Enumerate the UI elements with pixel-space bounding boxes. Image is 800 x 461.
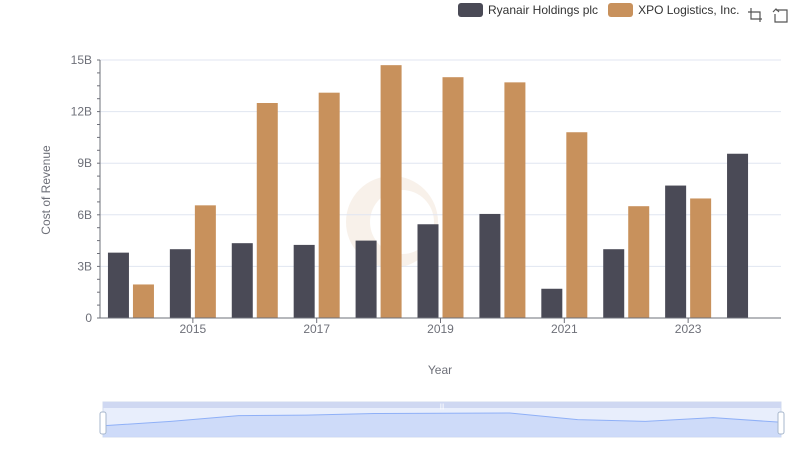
bar-xpo-2019[interactable]: [442, 77, 464, 318]
y-tick-label: 9B: [77, 156, 92, 170]
x-tick-label: 2017: [303, 322, 330, 336]
y-axis-title: Cost of Revenue: [39, 145, 53, 235]
bar-xpo-2016[interactable]: [256, 103, 278, 318]
bar-xpo-2017[interactable]: [318, 92, 340, 319]
bar-xpo-2021[interactable]: [566, 132, 588, 318]
bar-ryanair-2023[interactable]: [665, 185, 687, 318]
legend-label-xpo: XPO Logistics, Inc.: [638, 3, 740, 17]
bar-ryanair-2020[interactable]: [479, 213, 501, 318]
zoom-icon[interactable]: [746, 6, 764, 24]
x-tick-label: 2023: [675, 322, 702, 336]
bar-ryanair-2022[interactable]: [603, 249, 625, 318]
bar-ryanair-2016[interactable]: [231, 243, 253, 318]
legend-label-ryanair: Ryanair Holdings plc: [488, 3, 599, 17]
bar-xpo-2014[interactable]: [132, 284, 154, 318]
data-zoom-handle-right[interactable]: [777, 411, 785, 435]
x-tick-label: 2015: [180, 322, 207, 336]
y-tick-label: 15B: [71, 53, 92, 67]
bar-xpo-2015[interactable]: [194, 205, 216, 318]
y-tick-label: 12B: [71, 105, 92, 119]
legend: Ryanair Holdings plc XPO Logistics, Inc.: [458, 3, 749, 17]
bars: [107, 65, 749, 319]
bar-ryanair-2021[interactable]: [541, 288, 563, 318]
legend-swatch-xpo: [608, 3, 634, 17]
bar-xpo-2020[interactable]: [504, 82, 526, 318]
data-zoom-slider[interactable]: |||: [99, 401, 785, 438]
bar-xpo-2023[interactable]: [690, 198, 712, 318]
data-zoom-line: [102, 412, 782, 427]
data-zoom-handle-left[interactable]: [99, 411, 107, 435]
bar-xpo-2018[interactable]: [380, 65, 402, 318]
bar-ryanair-2015[interactable]: [169, 249, 191, 318]
y-tick-label: 0: [85, 311, 92, 325]
x-tick-label: 2021: [551, 322, 578, 336]
toolbox: [746, 6, 790, 24]
y-tick-label: 6B: [77, 208, 92, 222]
bar-ryanair-2019[interactable]: [417, 224, 439, 318]
x-tick-label: 2019: [427, 322, 454, 336]
bar-ryanair-2018[interactable]: [355, 240, 377, 318]
zoom-reset-icon[interactable]: [772, 6, 790, 24]
bar-ryanair-2024[interactable]: [727, 153, 749, 318]
legend-item-xpo[interactable]: XPO Logistics, Inc.: [608, 3, 739, 17]
data-zoom-top-bar[interactable]: [103, 402, 781, 408]
bar-ryanair-2014[interactable]: [107, 252, 129, 318]
x-axis-title: Year: [428, 363, 452, 377]
data-zoom-grip-icon[interactable]: |||: [440, 404, 445, 410]
legend-swatch-ryanair: [458, 3, 483, 17]
legend-item-ryanair[interactable]: Ryanair Holdings plc: [458, 3, 598, 17]
axes: 0 3B 6B 9B 12B 15B 2015 2017 2019 2021 2023: [71, 53, 781, 336]
bar-ryanair-2017[interactable]: [293, 244, 315, 318]
data-zoom-area: [103, 413, 781, 437]
bar-xpo-2022[interactable]: [628, 206, 650, 318]
y-tick-label: 3B: [77, 259, 92, 273]
